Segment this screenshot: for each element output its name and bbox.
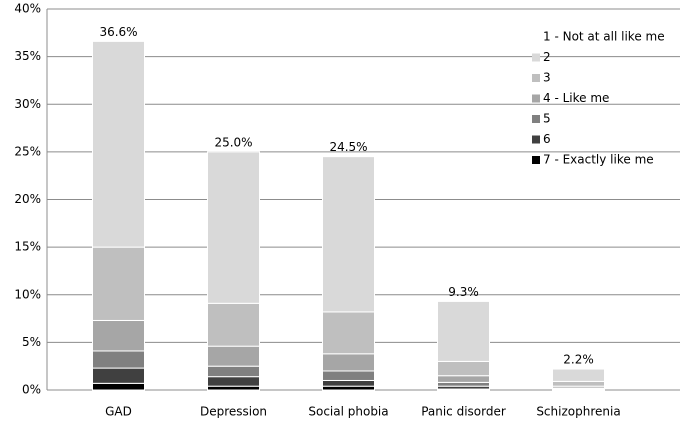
bar-segment [92, 246, 145, 321]
total-label: 2.2% [563, 353, 594, 367]
legend-swatch [532, 74, 540, 82]
y-tick-label: 0% [22, 383, 41, 397]
bar-segment [207, 385, 260, 391]
y-tick-label: 15% [14, 240, 41, 254]
legend-label: 3 [543, 71, 551, 85]
x-tick-label: Panic disorder [421, 405, 506, 419]
bar-segment [92, 367, 145, 384]
legend-swatch [532, 33, 540, 41]
y-tick-label: 10% [14, 287, 41, 301]
legend-swatch [532, 135, 540, 144]
legend-label: 5 [543, 112, 551, 126]
bar-segment [322, 370, 375, 381]
y-tick-label: 35% [14, 49, 41, 63]
legend-label: 7 - Exactly like me [543, 153, 654, 167]
y-tick-label: 20% [14, 192, 41, 206]
bar-segment [437, 300, 490, 362]
total-label: 36.6% [99, 25, 137, 39]
bar-segment [322, 385, 375, 391]
bar-segment [207, 345, 260, 367]
bar-segment [207, 302, 260, 347]
bar-segment [552, 368, 605, 382]
legend-swatch [532, 115, 540, 123]
bar-segment [207, 365, 260, 378]
bar-segment [207, 376, 260, 387]
bar-segment [437, 381, 490, 387]
bar-segment [437, 375, 490, 383]
total-label: 9.3% [448, 285, 479, 299]
bar-segment [322, 156, 375, 313]
legend-swatch [532, 53, 540, 62]
bar-segment [92, 40, 145, 248]
x-tick-label: GAD [105, 405, 132, 419]
x-tick-label: Social phobia [308, 405, 388, 419]
bar-segment [207, 151, 260, 304]
y-tick-label: 5% [22, 335, 41, 349]
x-tick-label: Depression [200, 405, 267, 419]
bar-segment [322, 379, 375, 387]
bar-segment [92, 350, 145, 369]
bar-segment [322, 353, 375, 372]
bar-segment [552, 380, 605, 387]
legend-swatch [532, 94, 540, 103]
y-tick-label: 40% [14, 2, 41, 16]
legend-label: 4 - Like me [543, 91, 609, 105]
bar-segment [92, 319, 145, 352]
bar-segment [322, 311, 375, 355]
bar-segment [437, 360, 490, 377]
legend-label: 1 - Not at all like me [543, 30, 665, 44]
total-label: 25.0% [214, 135, 252, 149]
legend-swatch [532, 156, 540, 164]
y-tick-label: 25% [14, 144, 41, 158]
y-tick-label: 30% [14, 97, 41, 111]
legend-label: 6 [543, 132, 551, 146]
bar-segment [92, 382, 145, 391]
total-label: 24.5% [329, 140, 367, 154]
x-tick-label: Schizophrenia [536, 405, 620, 419]
legend-label: 2 [543, 50, 551, 64]
